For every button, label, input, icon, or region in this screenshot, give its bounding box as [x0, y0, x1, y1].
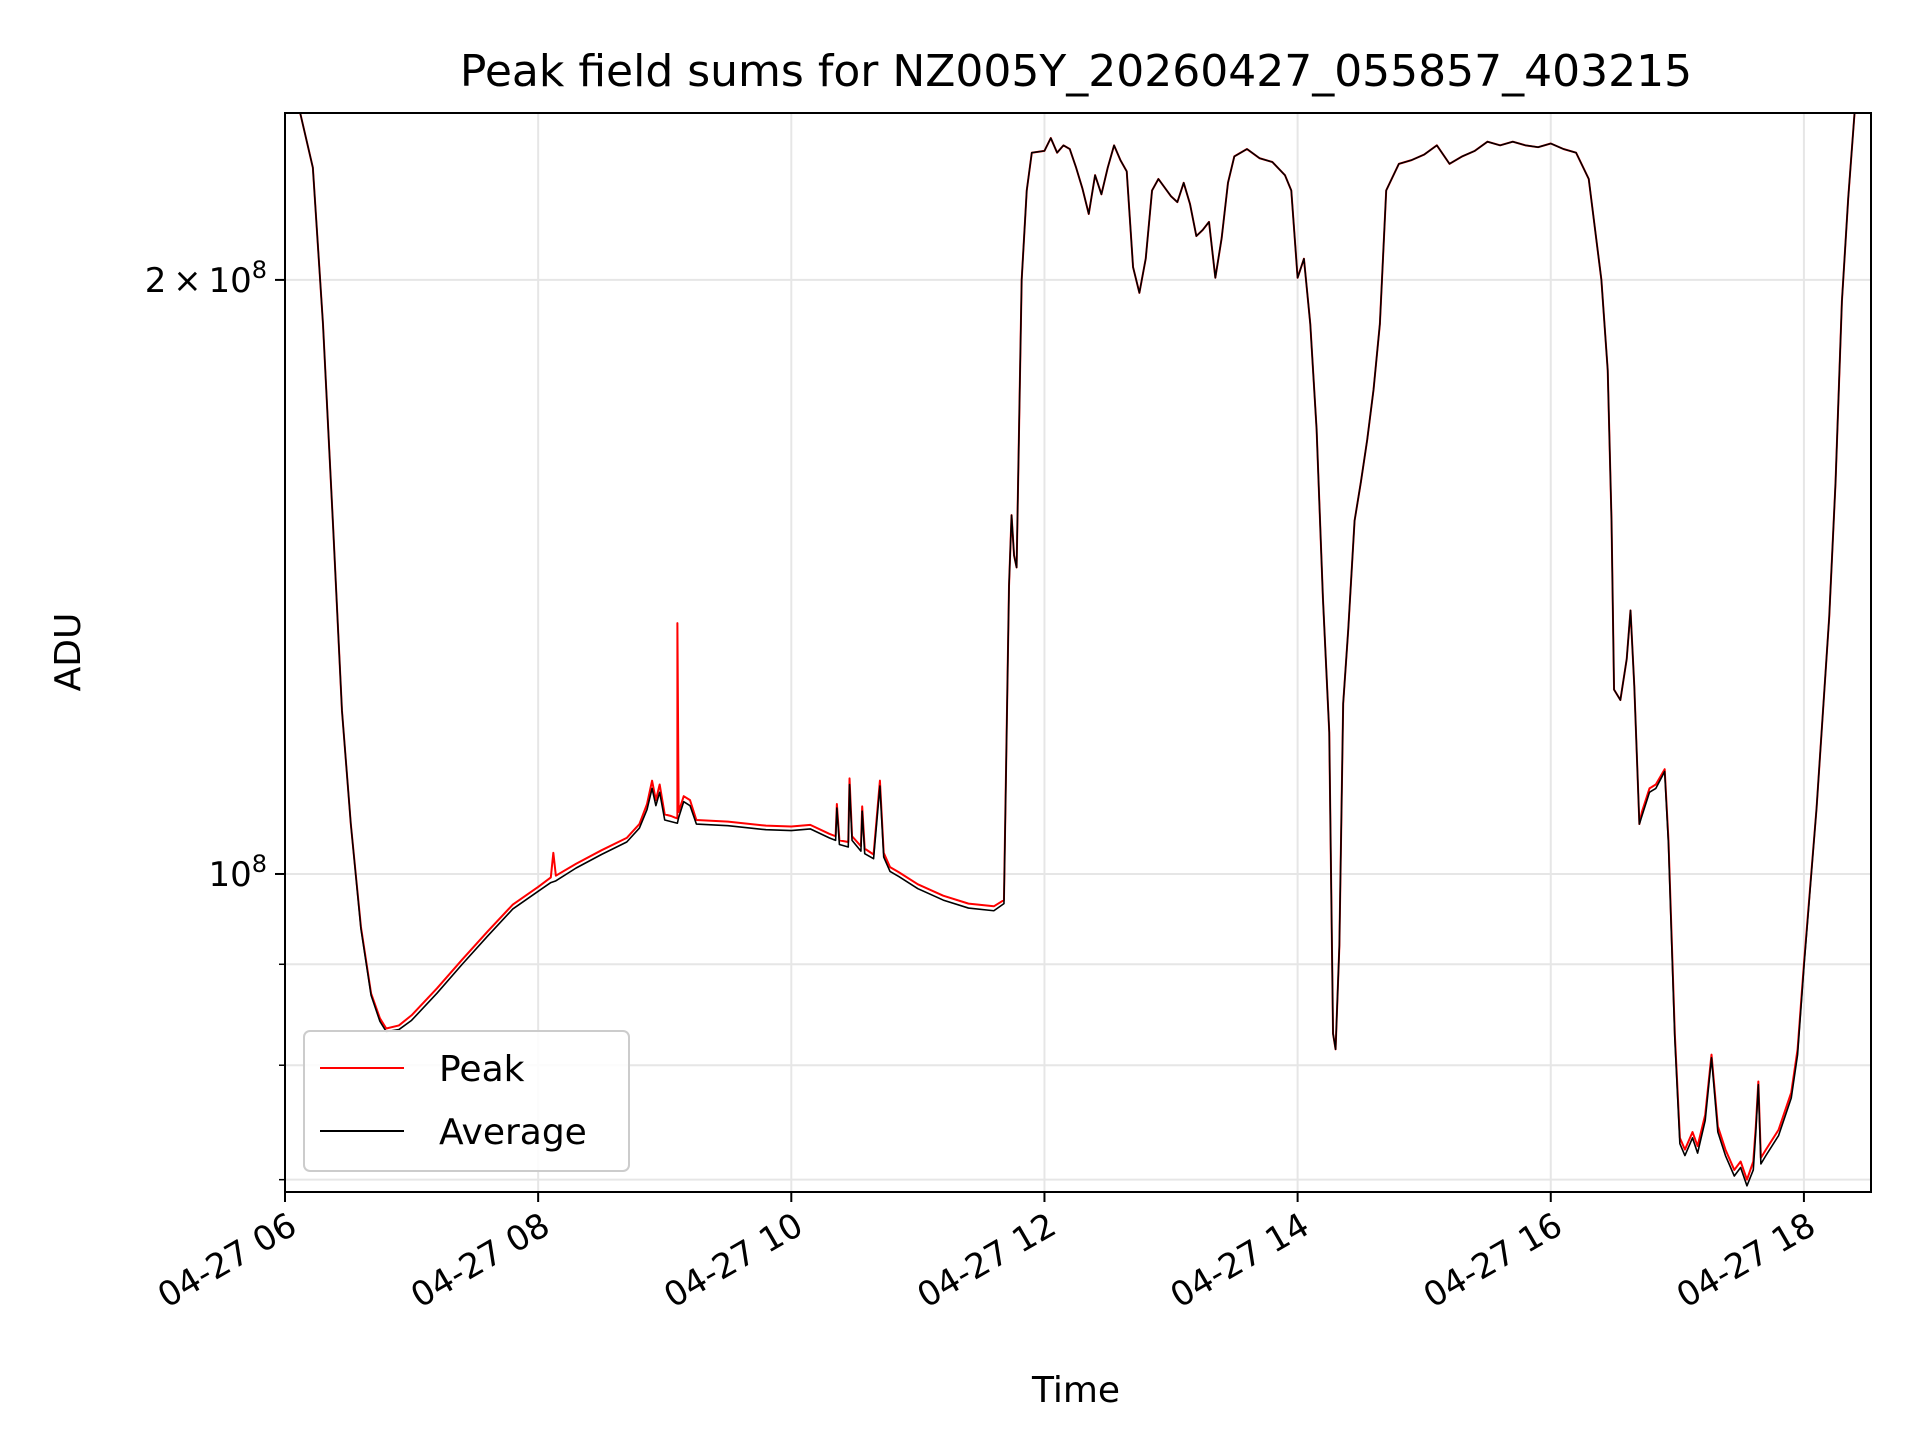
x-axis-label: Time	[1031, 1370, 1120, 1411]
series-line-average	[285, 113, 1871, 1187]
legend-label-peak: Peak	[439, 1049, 525, 1090]
legend-label-average: Average	[439, 1112, 587, 1153]
series-layer	[285, 113, 1871, 1187]
y-tick-label: 2 × 108	[145, 256, 267, 301]
y-axis: 108 2 × 108	[145, 256, 285, 1181]
grid-lines	[284, 113, 1871, 1192]
chart-title: Peak field sums for NZ005Y_20260427_0558…	[460, 46, 1692, 97]
y-tick-label: 108	[208, 850, 267, 895]
y-axis-label: ADU	[48, 613, 89, 692]
legend: Peak Average	[303, 1030, 630, 1172]
legend-box	[303, 1030, 630, 1172]
plot-frame	[284, 112, 1872, 1193]
